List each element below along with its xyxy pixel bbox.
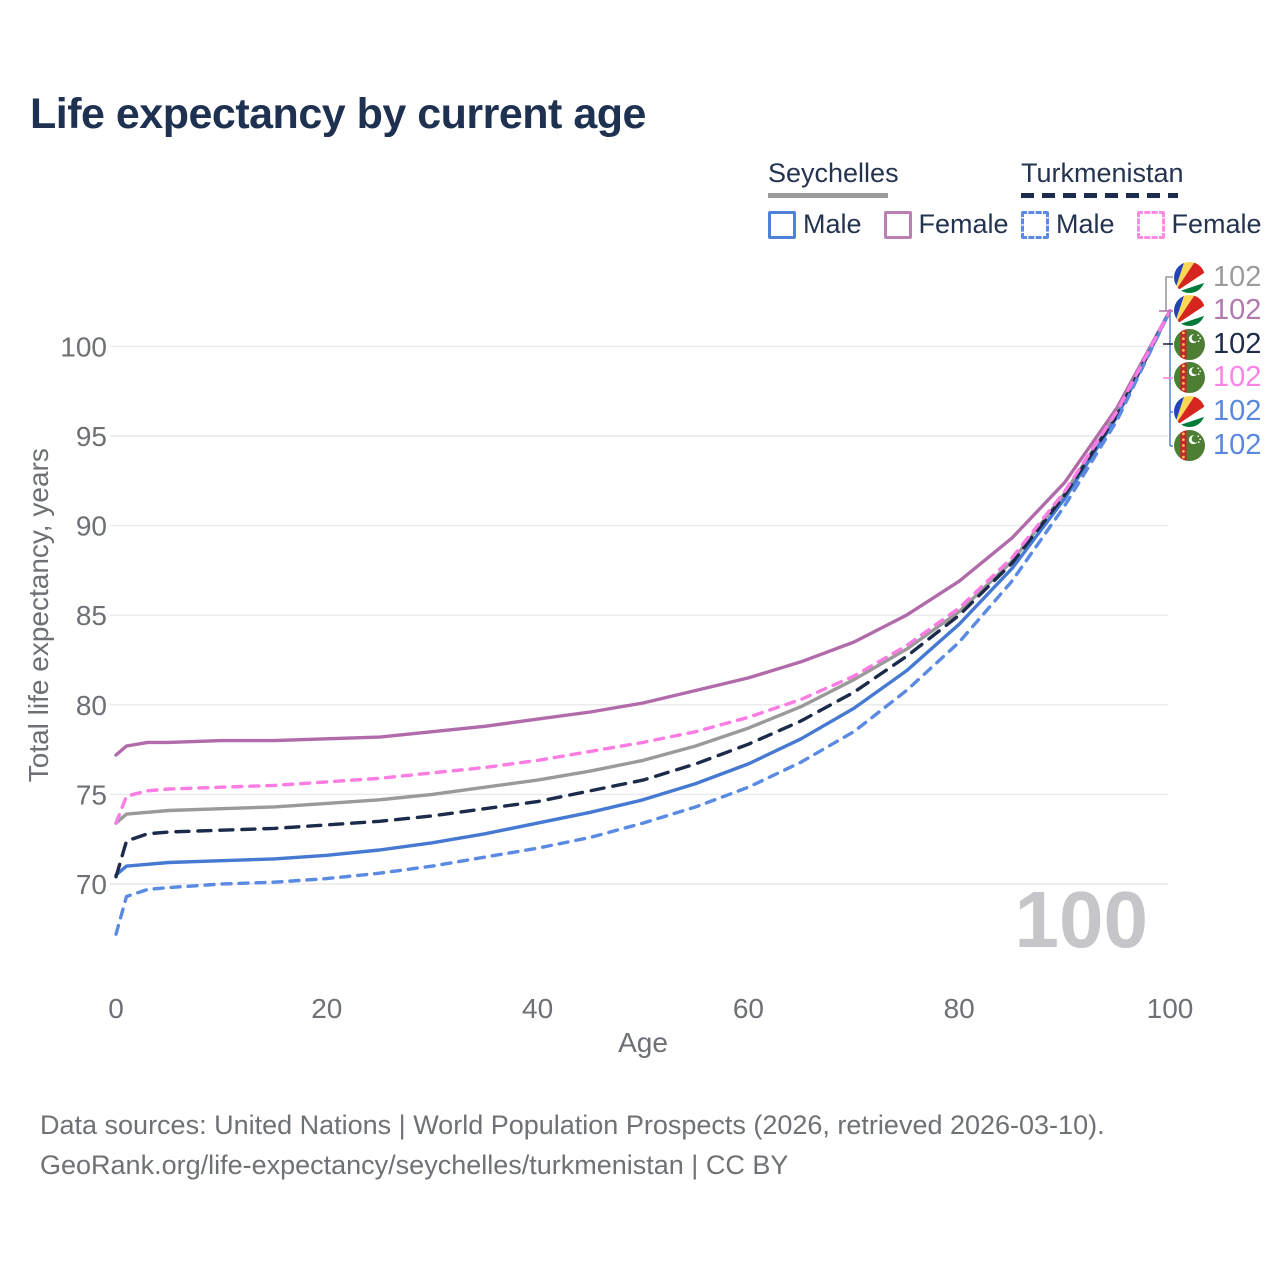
turkmenistan-male-swatch-icon (1021, 210, 1049, 239)
chart-title: Life expectancy by current age (30, 90, 646, 138)
y-tick-label: 90 (76, 511, 107, 542)
hover-age-watermark: 100 (1015, 875, 1148, 964)
legend-linestyle-seychelles (768, 193, 888, 198)
y-tick-label: 100 (60, 331, 107, 362)
legend-country-seychelles[interactable]: Seychelles (768, 158, 899, 188)
y-tick-label: 75 (76, 779, 107, 810)
legend-item-turkmenistan-female[interactable]: Female (1136, 209, 1262, 240)
series-line-turkmenistan-male[interactable] (114, 308, 1172, 936)
x-tick-label: 80 (944, 993, 975, 1024)
x-tick-label: 60 (733, 993, 764, 1024)
x-tick-label: 0 (108, 993, 124, 1024)
gridlines: 70 75 80 85 90 95 100 (60, 331, 1168, 900)
legend-item-turkmenistan-male[interactable]: Male (1021, 209, 1115, 240)
legend-item-seychelles-male[interactable]: Male (768, 209, 862, 240)
endpoint-connector (1165, 276, 1173, 311)
y-tick-label: 70 (76, 869, 107, 900)
y-axis-title: Total life expectancy, years (23, 448, 54, 782)
x-tick-label: 20 (311, 993, 342, 1024)
legend-item-label: Female (918, 209, 1009, 239)
x-tick-label: 100 (1147, 993, 1194, 1024)
data-sources-text: Data sources: United Nations | World Pop… (40, 1110, 1105, 1140)
legend-group-turkmenistan: Turkmenistan Male Female (1021, 158, 1280, 240)
x-tick-label: 40 (522, 993, 553, 1024)
legend-item-label: Male (1056, 209, 1115, 239)
series-line-turkmenistan[interactable] (114, 308, 1172, 879)
y-tick-label: 80 (76, 690, 107, 721)
y-tick-label: 85 (76, 600, 107, 631)
series-line-turkmenistan-female[interactable] (114, 308, 1172, 825)
x-axis-title: Age (618, 1027, 668, 1058)
legend-country-turkmenistan[interactable]: Turkmenistan (1021, 158, 1184, 188)
series-line-seychelles[interactable] (114, 308, 1172, 825)
series-line-seychelles-male[interactable] (114, 308, 1172, 877)
seychelles-female-swatch-icon (883, 210, 912, 239)
turkmenistan-female-swatch-icon (1136, 210, 1165, 239)
legend-item-seychelles-female[interactable]: Female (883, 209, 1009, 240)
series-line-seychelles-female[interactable] (114, 308, 1172, 757)
attribution-text: GeoRank.org/life-expectancy/seychelles/t… (40, 1150, 789, 1180)
legend-linestyle-turkmenistan (1021, 193, 1178, 198)
y-tick-label: 95 (76, 421, 107, 452)
legend-item-label: Female (1171, 209, 1262, 239)
seychelles-male-swatch-icon (768, 210, 796, 239)
legend-item-label: Male (803, 209, 862, 239)
legend-group-seychelles: Seychelles Male Female (768, 158, 1031, 240)
